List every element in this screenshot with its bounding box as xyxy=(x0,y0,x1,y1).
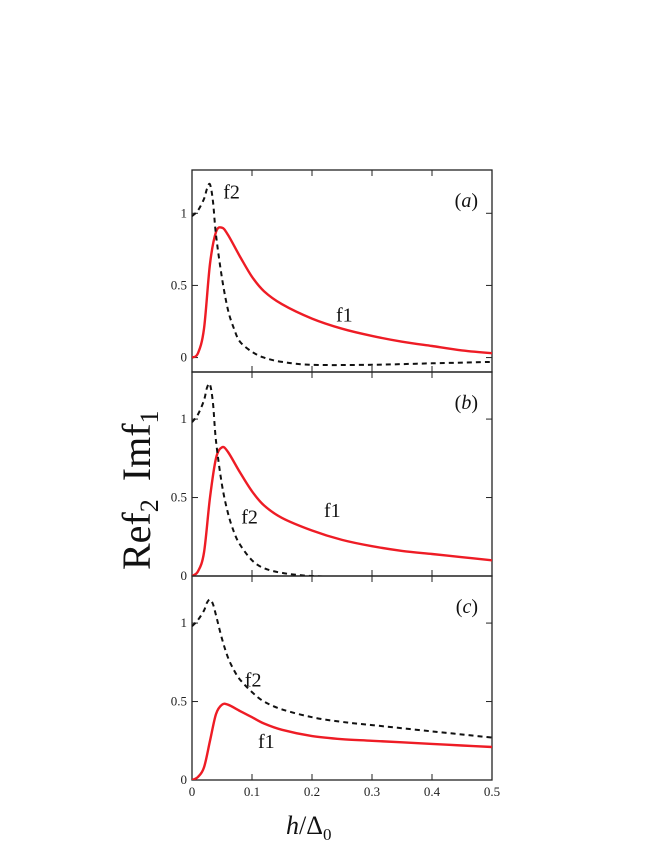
y-tick-label: 1 xyxy=(181,205,188,220)
y-tick-label: 0 xyxy=(181,350,188,365)
y-tick-label: 0.5 xyxy=(171,490,187,505)
panel-tag: (b) xyxy=(455,392,478,414)
series-f2-line xyxy=(192,182,492,367)
curve-label-f1: f1 xyxy=(336,304,353,326)
series-f1-line xyxy=(192,445,492,576)
y-tick-label: 0.5 xyxy=(171,277,187,292)
y-tick-label: 0 xyxy=(181,568,188,583)
x-label-delta: Δ xyxy=(306,811,323,840)
series-f1-line xyxy=(192,226,492,359)
y-tick-label: 0.5 xyxy=(171,694,187,709)
y-axis-label: Ref2 Imf1 xyxy=(114,410,164,570)
y-label-imf: Imf xyxy=(114,423,159,481)
curve-label-f2: f2 xyxy=(241,506,258,528)
x-tick-label: 0.3 xyxy=(364,784,380,799)
panel-c: 0 0.5 1 0 0.1 0.2 0.3 0.4 0.5 f2 f1 (c) xyxy=(171,575,500,799)
x-axis-label: h/Δ0 xyxy=(286,811,331,844)
y-tick-label: 1 xyxy=(181,411,188,426)
panel-tag: (c) xyxy=(456,596,478,618)
x-label-h: h xyxy=(286,811,299,840)
x-tick-label: 0.1 xyxy=(244,784,260,799)
x-tick-label: 0.2 xyxy=(304,784,320,799)
x-label-delta-sub: 0 xyxy=(323,825,332,844)
panel-frame xyxy=(191,575,493,781)
curve-label-f2: f2 xyxy=(245,670,262,692)
y-label-ref-sub: 2 xyxy=(135,499,164,512)
y-label-ref: Ref xyxy=(114,512,159,570)
x-tick-label: 0 xyxy=(189,784,196,799)
panel-frame xyxy=(191,371,493,577)
y-tick-label: 1 xyxy=(181,615,188,630)
curve-label-f2: f2 xyxy=(223,182,240,204)
series-f2-line xyxy=(192,598,492,739)
curve-label-f1: f1 xyxy=(324,500,341,522)
y-tick-label: 0 xyxy=(181,772,188,787)
curve-label-f1: f1 xyxy=(258,731,275,753)
x-tick-label: 0.5 xyxy=(484,784,500,799)
series-f2-line xyxy=(192,382,341,576)
panel-a: 0 0.5 1 f2 f1 (a) xyxy=(171,169,493,373)
y-label-imf-sub: 1 xyxy=(135,410,164,423)
panel-b: 0 0.5 1 f2 f1 (b) xyxy=(171,371,493,583)
panel-tag: (a) xyxy=(455,190,478,212)
x-tick-label: 0.4 xyxy=(424,784,441,799)
series-f1-line xyxy=(192,702,492,780)
x-label-slash: / xyxy=(299,811,307,840)
